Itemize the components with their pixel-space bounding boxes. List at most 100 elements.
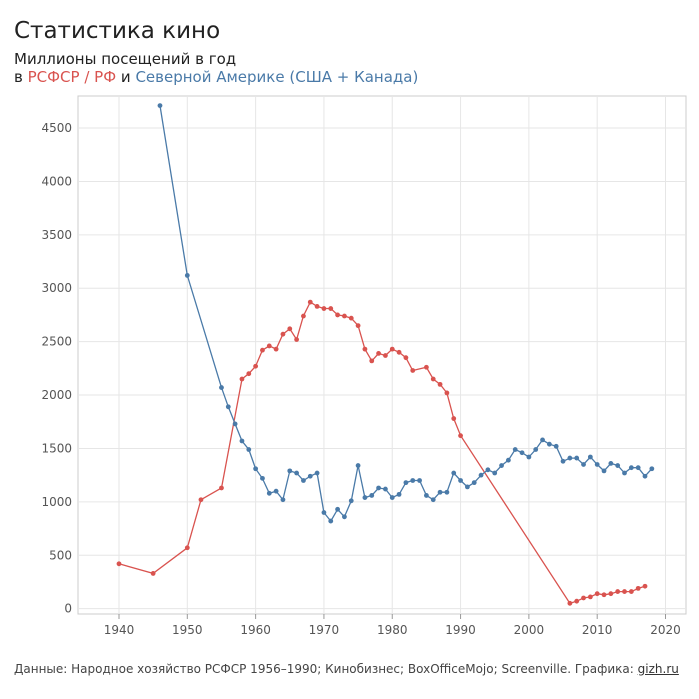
y-tick-label: 3000 (41, 281, 72, 295)
x-tick-label: 1970 (309, 623, 340, 637)
data-point-na (581, 462, 586, 467)
chart-subtitle: Миллионы посещений в год (14, 50, 237, 68)
chart-title: Статистика кино (14, 18, 221, 44)
data-point-rsfsr (342, 313, 347, 319)
data-point-rsfsr (396, 349, 402, 355)
data-point-na (601, 468, 607, 474)
data-point-rsfsr (594, 591, 600, 597)
data-point-na (642, 473, 648, 479)
data-point-rsfsr (424, 364, 429, 370)
data-point-na (225, 404, 231, 410)
y-tick-label: 4000 (41, 174, 72, 188)
data-point-rsfsr (383, 353, 388, 358)
y-axis-ticks: 0 500 1000 1500 2000 2500 3000 3500 4000 4500 (41, 121, 72, 616)
data-point-rsfsr (369, 358, 375, 364)
data-point-na (314, 470, 320, 476)
data-point-na (219, 385, 224, 390)
data-point-rsfsr (403, 355, 409, 361)
data-point-rsfsr (280, 331, 286, 337)
footer-link[interactable]: gizh.ru (637, 662, 679, 676)
series-layer (116, 103, 655, 606)
data-point-rsfsr (328, 306, 334, 311)
y-tick-label: 500 (49, 548, 72, 562)
data-point-rsfsr (246, 371, 252, 377)
legend-rsfsr: РСФСР / РФ (27, 68, 117, 86)
data-point-na (499, 463, 504, 468)
data-point-na (560, 458, 566, 464)
data-point-na (294, 470, 300, 476)
data-point-rsfsr (410, 368, 416, 373)
data-point-na (184, 273, 190, 278)
data-point-na (628, 465, 634, 471)
data-point-rsfsr (314, 304, 320, 309)
data-point-rsfsr (362, 346, 368, 352)
data-point-rsfsr (321, 306, 327, 311)
data-point-na (403, 480, 409, 486)
data-point-na (635, 465, 641, 471)
x-tick-label: 1940 (104, 623, 135, 637)
data-point-rsfsr (601, 592, 607, 598)
data-point-rsfsr (376, 350, 381, 356)
data-point-rsfsr (437, 381, 443, 387)
data-point-rsfsr (150, 571, 156, 576)
data-point-na (307, 473, 313, 479)
data-point-na (430, 497, 436, 503)
y-tick-label: 2000 (41, 388, 72, 402)
data-point-na (239, 438, 245, 444)
data-point-rsfsr (567, 600, 573, 606)
legend-north-america: Северной Америке (США + Канада) (135, 68, 419, 86)
data-point-na (376, 485, 381, 491)
data-point-rsfsr (219, 485, 224, 491)
data-point-na (348, 498, 354, 504)
data-point-rsfsr (458, 433, 463, 439)
data-point-na (574, 455, 580, 461)
data-point-na (567, 455, 573, 461)
x-axis-ticks: 1940 1950 1960 1970 1980 1990 2000 2010 2020 (104, 614, 681, 637)
data-point-rsfsr (615, 589, 621, 594)
footer-sources: Данные: Народное хозяйство РСФСР 1956–19… (14, 662, 679, 676)
data-point-na (389, 495, 395, 500)
data-point-na (587, 454, 593, 460)
data-point-na (505, 457, 511, 463)
data-point-na (232, 421, 238, 427)
data-point-na (519, 450, 525, 456)
data-point-na (458, 478, 463, 483)
chart-legend-line: в РСФСР / РФ и Северной Америке (США + К… (14, 68, 418, 86)
data-point-rsfsr (287, 326, 293, 332)
data-point-na (287, 468, 293, 474)
data-point-na (533, 447, 539, 452)
data-point-rsfsr (253, 363, 259, 369)
data-point-na (546, 441, 552, 447)
data-point-na (266, 490, 272, 496)
data-point-na (410, 478, 416, 483)
data-point-rsfsr (355, 323, 361, 329)
data-point-rsfsr (273, 346, 279, 352)
data-point-rsfsr (635, 585, 641, 591)
y-tick-label: 2500 (41, 335, 72, 349)
data-point-rsfsr (628, 589, 634, 594)
data-point-rsfsr (444, 390, 450, 396)
x-tick-label: 1950 (172, 623, 203, 637)
data-point-rsfsr (184, 545, 190, 551)
data-point-rsfsr (335, 312, 340, 318)
data-point-na (280, 497, 286, 503)
y-tick-label: 4500 (41, 121, 72, 135)
data-point-rsfsr (451, 416, 457, 421)
x-tick-label: 2020 (650, 623, 681, 637)
data-point-rsfsr (266, 343, 272, 349)
data-point-na (553, 443, 559, 449)
data-point-na (417, 478, 422, 483)
data-point-na (471, 480, 477, 486)
data-point-rsfsr (622, 589, 627, 594)
data-point-na (328, 518, 334, 524)
data-point-rsfsr (642, 583, 648, 589)
data-point-na (246, 447, 252, 452)
footer-text: Данные: Народное хозяйство РСФСР 1956–19… (14, 662, 634, 676)
data-point-na (594, 462, 600, 467)
data-point-na (512, 447, 518, 452)
data-point-na (157, 103, 163, 109)
data-point-na (478, 472, 484, 478)
data-point-rsfsr (587, 594, 593, 600)
x-tick-label: 1960 (240, 623, 271, 637)
